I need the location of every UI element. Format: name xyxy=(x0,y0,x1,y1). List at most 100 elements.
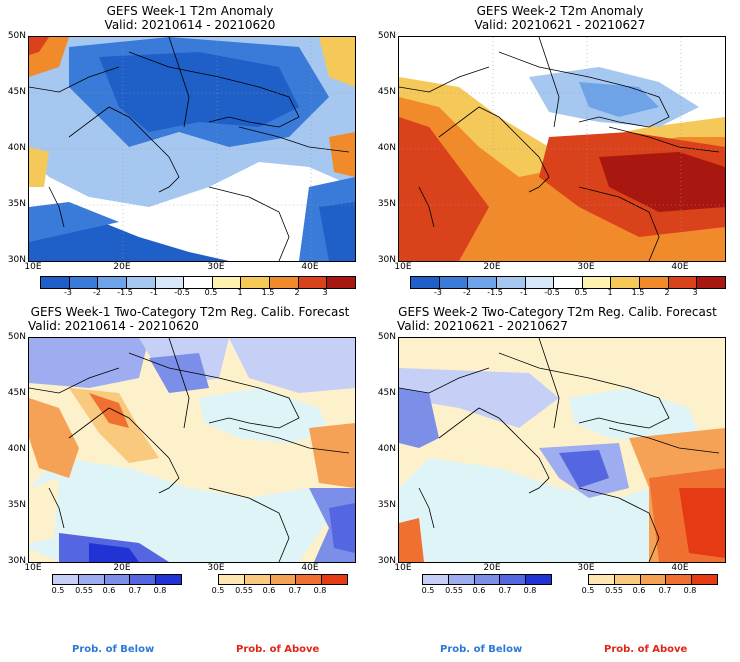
anomaly-colorbar-week2 xyxy=(410,276,726,289)
lat-label-30n-p3: 30N xyxy=(7,556,26,566)
cbar3-below-3 xyxy=(129,575,156,584)
lat-label-50n-p4: 50N xyxy=(377,332,396,342)
lon-label-40e-p4: 40E xyxy=(671,563,689,573)
cbar1-swatch-0 xyxy=(41,277,69,288)
cbar4-above-3 xyxy=(665,575,692,584)
cbar2-swatch-3 xyxy=(495,277,525,288)
cbar1-swatch-4 xyxy=(154,277,184,288)
lon-label-20e-p3: 20E xyxy=(113,563,131,573)
lat-label-45n-p4: 45N xyxy=(377,388,396,398)
panel3-title-line2: Valid: 20210614 - 20210620 xyxy=(28,319,199,333)
panel4-title-line2: Valid: 20210621 - 20210627 xyxy=(397,319,568,333)
cbar3-above-tick-1: 0.55 xyxy=(235,586,253,595)
cbar2-tick-4: -0.5 xyxy=(544,288,560,297)
cbar1-swatch-6 xyxy=(211,277,241,288)
cbar1-tick-1: -2 xyxy=(93,288,101,297)
lat-label-40n-p3: 40N xyxy=(7,444,26,454)
lon-label-30e-p4: 30E xyxy=(577,563,595,573)
cbar1-swatch-7 xyxy=(240,277,270,288)
cbar1-tick-8: 2 xyxy=(294,288,300,297)
lon-label-40e-p3: 40E xyxy=(301,563,319,573)
lat-label-35n-p3: 35N xyxy=(7,500,26,510)
cbar2-swatch-9 xyxy=(667,277,697,288)
lat-label-45n-p2: 45N xyxy=(377,87,396,97)
cbar2-swatch-8 xyxy=(639,277,668,288)
lat-label-50n-p2: 50N xyxy=(377,31,396,41)
cbar3-below-0 xyxy=(53,575,78,584)
panel2-title-line2: Valid: 20210621 - 20210627 xyxy=(474,18,646,32)
map-week1-probability xyxy=(29,338,355,562)
cbar3-above-tick-4: 0.8 xyxy=(313,586,327,595)
cbar1-tick-5: 0.5 xyxy=(204,288,218,297)
lon-label-10e-p1: 10E xyxy=(24,262,42,272)
cbar4-above-tick-4: 0.8 xyxy=(683,586,697,595)
cbar3-above-2 xyxy=(269,575,296,584)
lon-label-30e-p1: 30E xyxy=(207,262,225,272)
cbar3-above-0 xyxy=(219,575,244,584)
cbar2-swatch-6 xyxy=(581,277,611,288)
lon-label-20e-p2: 20E xyxy=(483,262,501,272)
cbar4-above-tick-2: 0.6 xyxy=(632,586,646,595)
cbar1-swatch-3 xyxy=(125,277,155,288)
lon-label-10e-p3: 10E xyxy=(24,563,42,573)
prob-below-colorbar-p4 xyxy=(422,574,552,585)
prob-above-colorbar-p3 xyxy=(218,574,348,585)
prob-above-colorbar-p4 xyxy=(588,574,718,585)
cbar1-swatch-10 xyxy=(326,277,356,288)
cbar2-tick-6: 1 xyxy=(607,288,613,297)
cbar2-swatch-10 xyxy=(696,277,726,288)
cbar4-below-3 xyxy=(499,575,526,584)
map-panel-week2-probability xyxy=(398,337,726,563)
cbar3-below-4 xyxy=(155,575,181,584)
cbar4-below-1 xyxy=(447,575,474,584)
cbar3-below-tick-1: 0.55 xyxy=(75,586,93,595)
lat-label-35n-p1: 35N xyxy=(7,199,26,209)
lat-label-30n-p2: 30N xyxy=(377,255,396,265)
cbar2-tick-2: -1.5 xyxy=(487,288,503,297)
cbar1-tick-4: -0.5 xyxy=(174,288,190,297)
lon-label-30e-p2: 30E xyxy=(577,262,595,272)
cbar1-tick-9: 3 xyxy=(322,288,328,297)
cbar2-swatch-7 xyxy=(610,277,640,288)
lon-label-30e-p3: 30E xyxy=(207,563,225,573)
prob-below-colorbar-p3 xyxy=(52,574,182,585)
cbar4-below-tick-0: 0.5 xyxy=(421,586,435,595)
cbar4-above-2 xyxy=(639,575,666,584)
cbar2-tick-1: -2 xyxy=(463,288,471,297)
map-week2-probability xyxy=(399,338,725,562)
cbar4-below-tick-1: 0.55 xyxy=(445,586,463,595)
cbar1-tick-7: 1.5 xyxy=(261,288,275,297)
prob-below-label-p4: Prob. of Below xyxy=(440,644,523,655)
cbar3-below-tick-3: 0.7 xyxy=(128,586,142,595)
map-week1-anomaly xyxy=(29,37,355,261)
cbar2-swatch-0 xyxy=(411,277,439,288)
cbar3-above-3 xyxy=(295,575,322,584)
cbar4-above-tick-1: 0.55 xyxy=(605,586,623,595)
panel1-title-line2: Valid: 20210614 - 20210620 xyxy=(104,18,276,32)
panel1-title: GEFS Week-1 T2m Anomaly Valid: 20210614 … xyxy=(40,4,340,32)
anomaly-colorbar-week1 xyxy=(40,276,356,289)
prob-above-label-p3: Prob. of Above xyxy=(236,644,320,655)
lat-label-45n-p1: 45N xyxy=(7,87,26,97)
lat-label-30n-p1: 30N xyxy=(7,255,26,265)
cbar1-swatch-9 xyxy=(297,277,327,288)
lat-label-50n-p3: 50N xyxy=(7,332,26,342)
cbar4-above-tick-3: 0.7 xyxy=(658,586,672,595)
cbar2-swatch-1 xyxy=(438,277,468,288)
cbar3-below-2 xyxy=(103,575,130,584)
cbar2-swatch-4 xyxy=(524,277,554,288)
lat-label-35n-p4: 35N xyxy=(377,500,396,510)
lon-label-40e-p1: 40E xyxy=(301,262,319,272)
cbar3-below-tick-0: 0.5 xyxy=(51,586,65,595)
cbar3-above-tick-2: 0.6 xyxy=(262,586,276,595)
cbar1-swatch-5 xyxy=(183,277,212,288)
cbar3-below-1 xyxy=(77,575,104,584)
cbar4-above-4 xyxy=(691,575,717,584)
lon-label-10e-p4: 10E xyxy=(394,563,412,573)
cbar3-below-tick-2: 0.6 xyxy=(102,586,116,595)
map-panel-week1-probability xyxy=(28,337,356,563)
cbar4-above-1 xyxy=(613,575,640,584)
lat-label-45n-p3: 45N xyxy=(7,388,26,398)
cbar2-tick-0: -3 xyxy=(434,288,442,297)
panel1-title-line1: GEFS Week-1 T2m Anomaly xyxy=(106,4,274,18)
